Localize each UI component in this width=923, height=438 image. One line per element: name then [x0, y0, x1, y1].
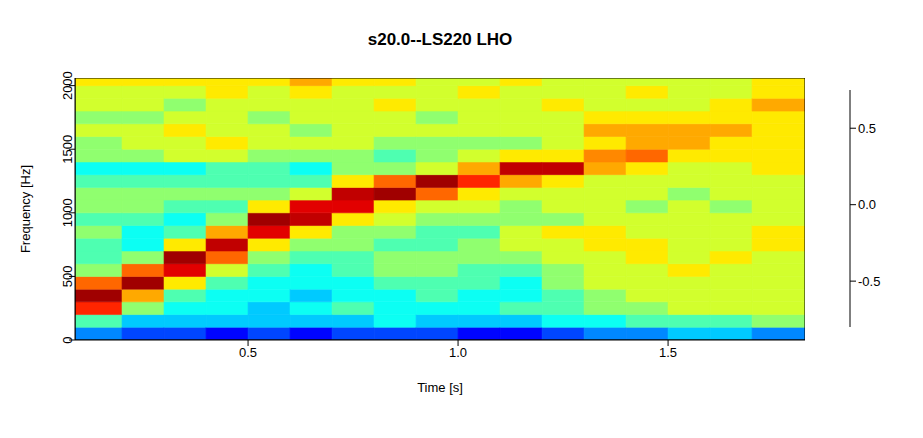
svg-text:2000: 2000	[60, 71, 75, 100]
svg-text:1.5: 1.5	[659, 345, 677, 360]
svg-text:1000: 1000	[60, 198, 75, 227]
svg-text:Time [s]: Time [s]	[417, 380, 463, 395]
svg-text:500: 500	[60, 266, 75, 288]
svg-text:0: 0	[60, 336, 75, 343]
svg-text:0.5: 0.5	[239, 345, 257, 360]
svg-text:-0.5: -0.5	[858, 274, 880, 289]
html-text:s20.0--LS220 LHO: s20.0--LS220 LHO	[367, 30, 513, 49]
svg-text:0.0: 0.0	[858, 197, 876, 212]
svg-text:1500: 1500	[60, 135, 75, 164]
svg-text:1.0: 1.0	[449, 345, 467, 360]
svg-text:0.5: 0.5	[858, 121, 876, 136]
svg-text:Frequency [Hz]: Frequency [Hz]	[18, 165, 33, 253]
